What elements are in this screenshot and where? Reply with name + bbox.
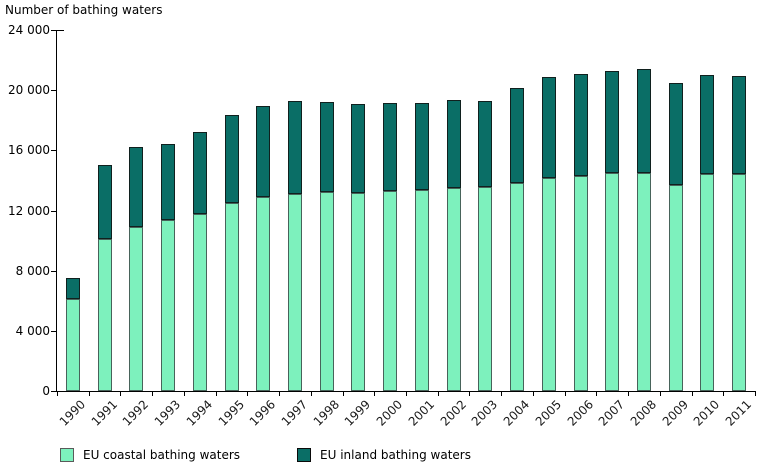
bar-segment-coastal-2008: [636, 172, 651, 391]
bar-segment-coastal-1995: [224, 202, 239, 391]
bar-segment-inland-1990: [65, 278, 80, 300]
bar-segment-inland-1994: [192, 132, 207, 215]
bar-segment-coastal-2005: [541, 178, 556, 391]
x-axis-tick: [406, 392, 407, 396]
bar-segment-coastal-1994: [192, 214, 207, 391]
bar-segment-inland-2006: [573, 73, 588, 176]
bar-segment-inland-2010: [700, 75, 715, 174]
bar-segment-inland-1995: [224, 115, 239, 203]
chart-title: Number of bathing waters: [5, 3, 163, 17]
x-axis-tick: [532, 392, 534, 396]
bar-segment-coastal-2004: [510, 182, 525, 391]
x-axis-tick: [279, 392, 281, 396]
x-axis-tick: [628, 392, 630, 396]
x-axis-label-1990: 1990: [56, 397, 89, 429]
bar-segment-coastal-1996: [256, 196, 271, 391]
y-axis-tick: [51, 210, 56, 212]
bar-segment-inland-2004: [510, 87, 525, 183]
bar-segment-inland-2001: [414, 102, 429, 191]
bar-segment-coastal-1991: [97, 239, 112, 391]
x-axis-line: [56, 391, 756, 392]
y-axis-label: 12 000: [8, 203, 50, 218]
x-axis-tick: [247, 392, 249, 396]
bar-segment-coastal-2006: [573, 175, 588, 391]
x-axis-tick: [659, 392, 661, 396]
x-axis-label-2011: 2011: [722, 397, 755, 429]
x-axis-tick: [437, 392, 439, 396]
x-axis-tick: [723, 392, 725, 396]
y-axis-label: 0: [42, 384, 50, 398]
y-axis-label: 20 000: [8, 83, 50, 98]
y-axis-tick: [51, 30, 56, 31]
x-axis-tick: [342, 392, 344, 396]
bar-segment-inland-2007: [605, 70, 620, 173]
bar-segment-coastal-2001: [414, 190, 429, 391]
x-axis-tick: [691, 392, 693, 396]
bar-segment-inland-2008: [636, 69, 651, 173]
bar-segment-coastal-2003: [478, 187, 493, 391]
x-axis-tick: [310, 392, 312, 396]
x-axis-tick: [755, 392, 756, 396]
legend-label: EU inland bathing waters: [320, 448, 471, 462]
x-axis-tick: [215, 392, 217, 396]
bar-segment-inland-1993: [161, 143, 176, 220]
x-axis-tick: [596, 392, 598, 396]
y-axis-tick: [51, 150, 56, 152]
bar-segment-inland-1997: [287, 101, 302, 194]
y-axis-tick: [51, 330, 56, 332]
bar-segment-coastal-1998: [319, 192, 334, 391]
bar-segment-inland-2002: [446, 99, 461, 188]
bar-segment-coastal-2002: [446, 187, 461, 391]
x-axis-tick: [120, 392, 122, 396]
legend-item-coastal: EU coastal bathing waters: [60, 448, 240, 462]
x-axis-tick: [152, 392, 154, 396]
y-axis-tick: [51, 90, 56, 92]
x-axis-tick: [88, 392, 90, 396]
bar-segment-inland-2011: [732, 75, 747, 174]
bar-segment-coastal-1993: [161, 219, 176, 391]
y-axis-label: 8 000: [15, 263, 50, 278]
bar-segment-coastal-2010: [700, 173, 715, 391]
bar-segment-coastal-1999: [351, 193, 366, 391]
legend-item-inland: EU inland bathing waters: [297, 448, 471, 462]
y-axis-label: 24 000: [8, 23, 50, 37]
x-axis-tick: [564, 392, 566, 396]
x-axis-tick: [374, 392, 376, 396]
bar-segment-coastal-1997: [287, 193, 302, 391]
bar-segment-inland-1996: [256, 105, 271, 197]
inland-swatch-icon: [297, 448, 312, 462]
bar-segment-coastal-2011: [732, 173, 747, 391]
y-axis-tick: [51, 391, 56, 392]
y-axis-label: 16 000: [8, 143, 50, 158]
bar-segment-coastal-2007: [605, 172, 620, 391]
legend-label: EU coastal bathing waters: [83, 448, 241, 462]
bar-segment-coastal-2009: [668, 184, 683, 391]
bar-segment-inland-2003: [478, 100, 493, 188]
legend: EU coastal bathing waters EU inland bathi…: [60, 448, 471, 462]
bar-segment-coastal-2000: [383, 190, 398, 391]
x-axis-tick: [469, 392, 471, 396]
bar-segment-coastal-1992: [129, 227, 144, 391]
bar-segment-inland-2000: [383, 102, 398, 191]
coastal-swatch-icon: [60, 448, 74, 462]
bar-segment-inland-1992: [129, 147, 144, 228]
x-axis-tick: [57, 392, 58, 396]
bar-segment-inland-1991: [97, 165, 112, 240]
x-axis-tick: [501, 392, 503, 396]
bar-segment-inland-2005: [541, 76, 556, 179]
bar-segment-inland-2009: [668, 82, 683, 185]
y-axis-label: 4 000: [15, 323, 50, 338]
bar-segment-coastal-1990: [65, 299, 80, 391]
y-axis-top-cap: [56, 30, 64, 31]
bar-segment-inland-1999: [351, 103, 366, 194]
x-axis-tick: [183, 392, 185, 396]
y-axis-line: [56, 30, 57, 392]
bar-segment-inland-1998: [319, 102, 334, 193]
y-axis-tick: [51, 270, 56, 272]
